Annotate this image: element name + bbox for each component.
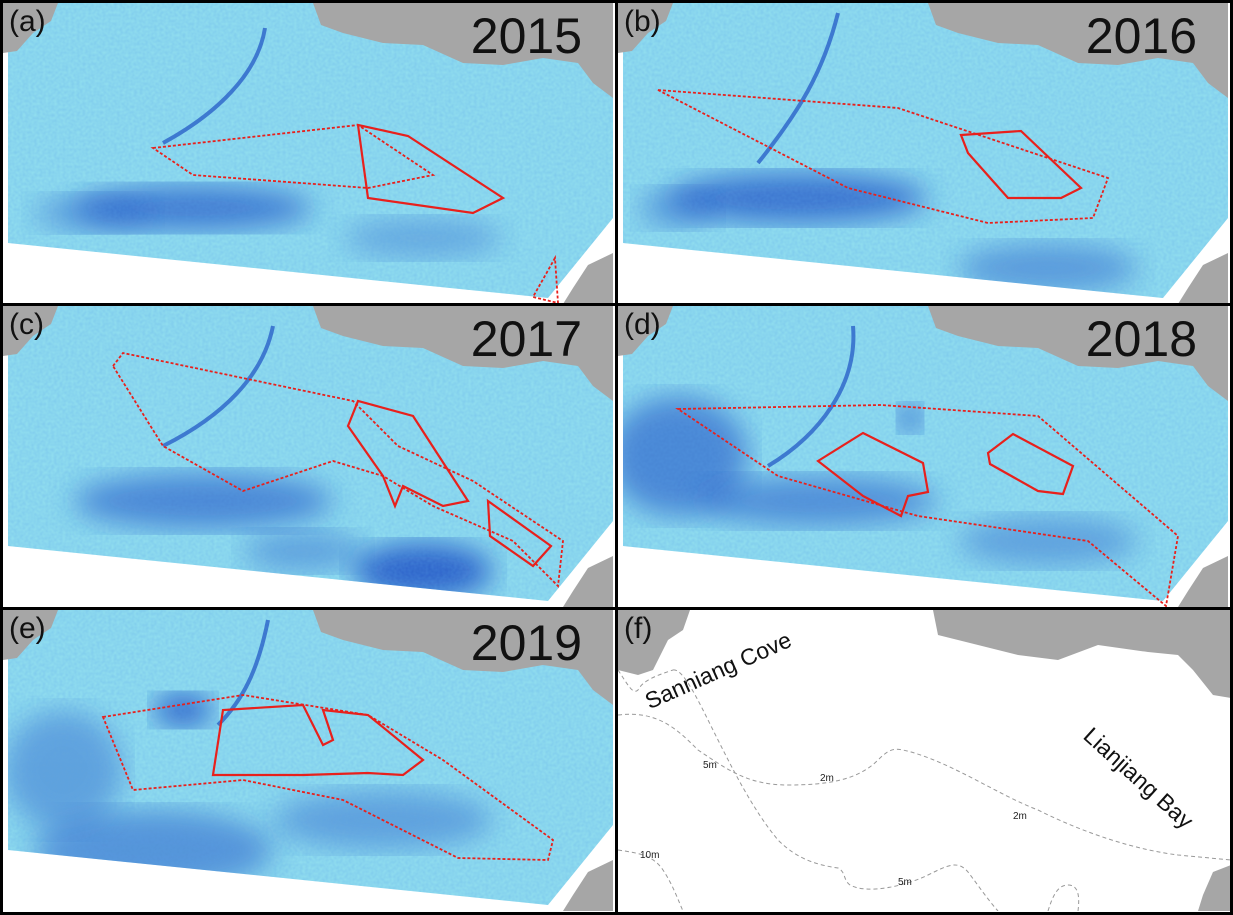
panel-label: (b) — [624, 5, 661, 38]
land-southeast — [1178, 253, 1228, 304]
area-outline-solid — [346, 399, 470, 509]
depth-label: 2m — [820, 773, 834, 784]
year-label: 2017 — [470, 311, 582, 367]
channel-trace — [756, 12, 840, 165]
panel-label: (a) — [9, 5, 46, 38]
channel-trace — [766, 325, 856, 468]
year-label: 2016 — [1085, 8, 1197, 64]
land-southeast — [563, 556, 613, 607]
area-outline-solid — [959, 129, 1083, 200]
area-outline-solid — [211, 703, 425, 777]
map-2019 — [3, 610, 613, 911]
depth-contour — [672, 669, 999, 911]
land-southeast — [1178, 556, 1228, 607]
panel-divider — [0, 607, 1233, 610]
reference-map — [618, 610, 1231, 911]
depth-contour — [1047, 884, 1080, 911]
panel-c: (c) 2017 — [3, 306, 616, 607]
area-outline-solid — [486, 498, 553, 568]
panel-a: (a) 2015 — [3, 3, 616, 304]
area-outline-dashed — [531, 254, 559, 304]
land-west — [3, 3, 58, 53]
map-2016 — [618, 3, 1228, 304]
depth-contour — [618, 669, 674, 692]
depth-contour — [618, 713, 1231, 861]
area-outline-dashed — [150, 124, 436, 189]
channel-trace — [216, 619, 270, 727]
depth-contour — [618, 849, 684, 911]
land-north — [313, 3, 613, 98]
area-outline-dashed — [657, 89, 1110, 224]
area-outline-solid — [356, 123, 506, 215]
panel-e: (e) 2019 — [3, 610, 616, 911]
area-outline-dashed — [111, 352, 564, 588]
land-southeast — [563, 860, 613, 911]
area-outline-dashed — [101, 694, 555, 861]
area-outline-solid — [816, 431, 930, 518]
area-outline-dashed — [675, 404, 1179, 607]
panel-label: (f) — [624, 612, 653, 645]
channel-trace — [162, 325, 275, 448]
land-west — [618, 3, 673, 53]
year-label: 2015 — [470, 8, 582, 64]
land-north — [933, 610, 1231, 698]
panel-f: (f) Sanniang Cove Lianjiang Bay 5m 2m 2m… — [618, 610, 1231, 911]
land-west — [618, 610, 690, 675]
land-north — [313, 306, 613, 401]
map-2017 — [3, 306, 613, 607]
year-label: 2018 — [1085, 311, 1197, 367]
land-north — [928, 3, 1228, 98]
land-west — [618, 306, 673, 356]
panel-label: (e) — [9, 612, 46, 645]
depth-label: 5m — [703, 760, 717, 771]
depth-label: 10m — [640, 850, 660, 861]
land-southeast — [563, 253, 613, 304]
channel-trace — [162, 27, 267, 145]
panel-label: (c) — [9, 308, 44, 341]
panel-d: (d) 2018 — [618, 306, 1231, 607]
depth-label: 2m — [1013, 811, 1027, 822]
panel-divider — [615, 0, 618, 915]
land-west — [3, 306, 58, 356]
land-north — [928, 306, 1228, 401]
land-north — [313, 610, 613, 705]
panel-b: (b) 2016 — [618, 3, 1231, 304]
panel-divider — [0, 303, 1233, 306]
map-2018 — [618, 306, 1228, 607]
map-2015 — [3, 3, 613, 304]
area-outline-solid — [986, 432, 1075, 496]
land-west — [3, 610, 58, 660]
land-southeast — [1198, 865, 1231, 911]
year-label: 2019 — [470, 615, 582, 671]
panel-label: (d) — [624, 308, 661, 341]
depth-label: 5m — [898, 877, 912, 888]
